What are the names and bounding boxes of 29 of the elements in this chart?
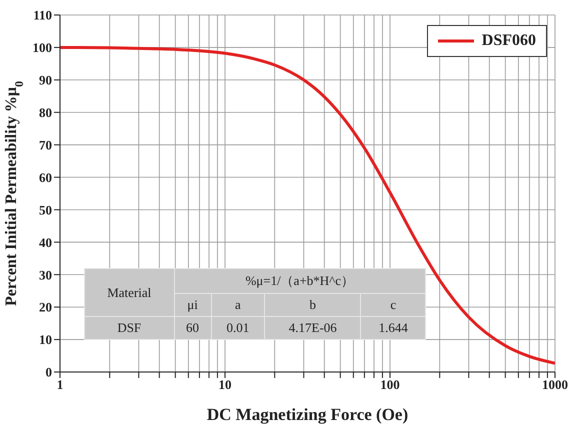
annotation: a: [211, 294, 265, 316]
x-axis-title: DC Magnetizing Force (Oe): [206, 405, 408, 424]
y-tick-label: 110: [33, 8, 52, 23]
y-tick-label: 0: [46, 364, 52, 380]
annotation: DSF: [84, 316, 174, 340]
annotation: c: [360, 294, 426, 316]
y-tick-label: 40: [39, 234, 52, 250]
annotation: 60: [174, 316, 212, 340]
y-tick-label: 100: [32, 40, 52, 56]
x-tick-label: 1000: [542, 377, 568, 392]
annotation: μi: [174, 294, 212, 316]
y-tick-label: 30: [39, 267, 52, 282]
x-tick-label: 10: [218, 377, 232, 392]
annotation: Material: [84, 268, 174, 316]
y-tick-label: 80: [39, 104, 52, 120]
y-tick-label: 10: [39, 332, 52, 348]
y-tick-label: 60: [39, 170, 52, 185]
annotation: b: [264, 294, 361, 316]
legend-label: DSF060: [482, 32, 536, 50]
annotation: 4.17E-06: [264, 316, 361, 340]
y-tick-label: 90: [39, 72, 52, 88]
x-tick-label: 1: [56, 377, 64, 392]
annotation: %μ=1/（a+b*H^c）: [174, 268, 426, 294]
x-tick-label: 100: [380, 377, 400, 392]
y-tick-label: 50: [39, 202, 52, 218]
y-tick-label: 70: [39, 137, 52, 152]
annotation: 0.01: [211, 316, 265, 340]
annotation: 1.644: [360, 316, 426, 340]
y-tick-label: 20: [39, 300, 52, 315]
